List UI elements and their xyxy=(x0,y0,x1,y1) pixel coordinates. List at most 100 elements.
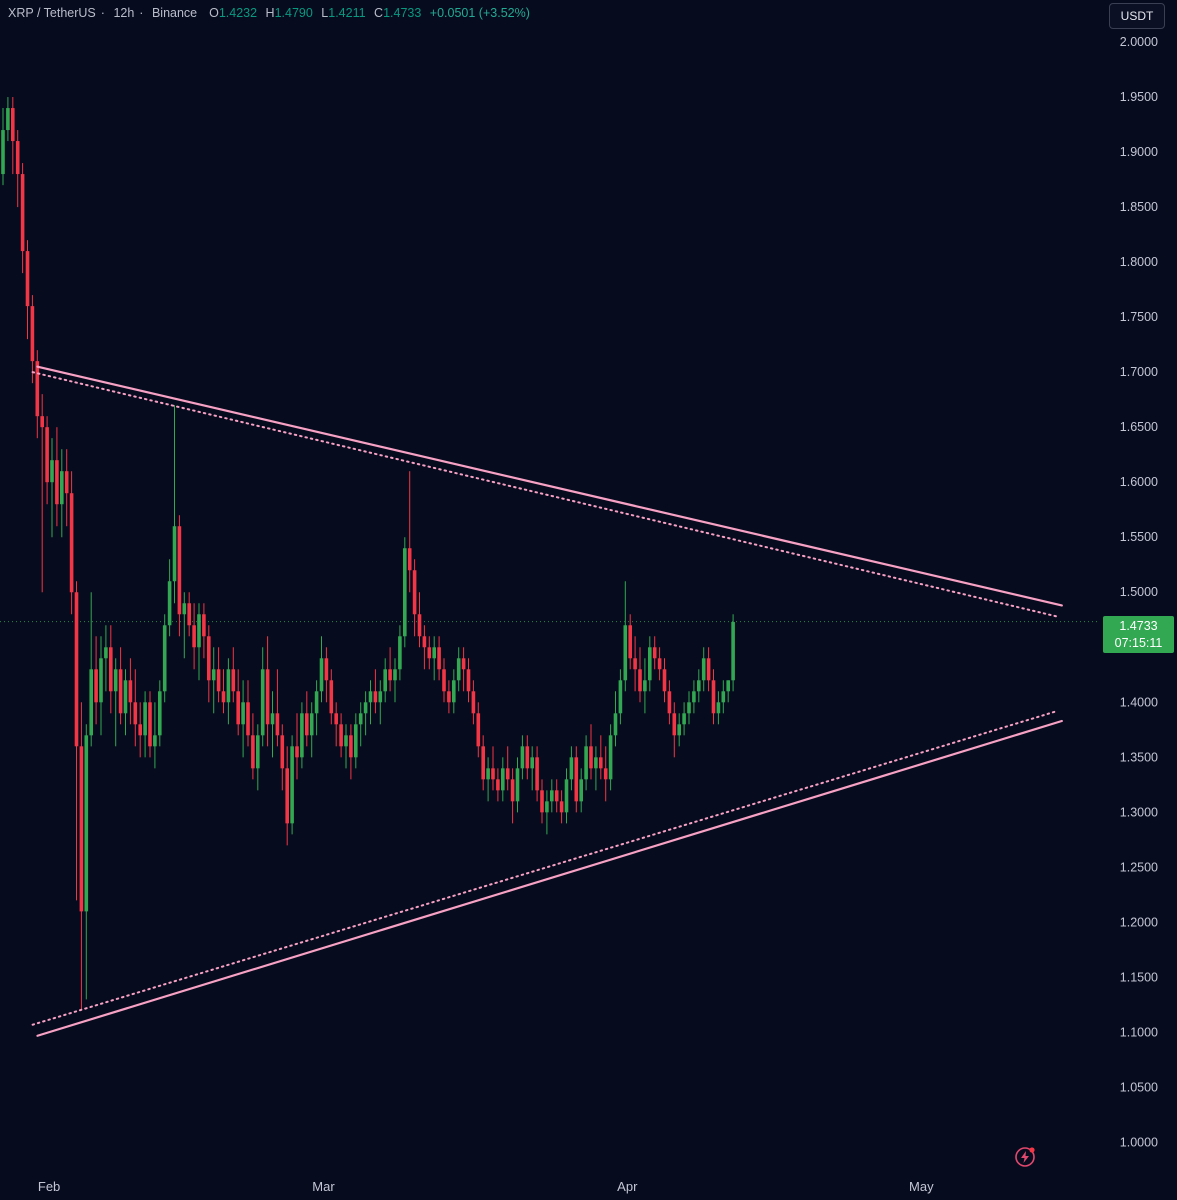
y-tick-label: 1.7500 xyxy=(1120,310,1158,324)
candle xyxy=(285,746,289,846)
candle xyxy=(319,636,324,703)
candle-body xyxy=(177,526,182,615)
y-tick-label: 1.6500 xyxy=(1120,420,1158,434)
candle-body xyxy=(594,757,598,769)
candle xyxy=(344,724,348,769)
x-tick-label: Apr xyxy=(617,1179,638,1194)
candle-body xyxy=(672,713,677,736)
candle-body xyxy=(143,702,147,736)
candle xyxy=(466,658,471,703)
candle-body xyxy=(706,658,711,681)
candle-body xyxy=(461,658,466,670)
candle xyxy=(197,603,201,681)
y-tick-label: 1.5000 xyxy=(1120,585,1158,599)
candle-body xyxy=(437,647,441,670)
candle-body xyxy=(393,669,397,681)
currency-button[interactable]: USDT xyxy=(1109,3,1165,29)
candle-body xyxy=(231,669,236,692)
candle xyxy=(162,614,167,703)
candle-body xyxy=(383,669,387,692)
candle-body xyxy=(603,768,608,780)
candle-body xyxy=(697,680,701,692)
candle-body xyxy=(138,724,142,736)
candle-body xyxy=(398,636,402,670)
candle xyxy=(554,779,559,813)
price-axis[interactable]: 2.0000 1.9500 1.9000 1.8500 1.8000 1.7500 1.70… xyxy=(1120,35,1158,1149)
candle-body xyxy=(300,713,304,758)
candle xyxy=(403,537,407,648)
candle-body xyxy=(172,526,177,582)
candle xyxy=(545,790,549,835)
candle-body xyxy=(50,460,54,483)
candle xyxy=(358,702,363,747)
candle xyxy=(251,713,255,780)
candle xyxy=(270,691,275,758)
candle-body xyxy=(285,768,289,824)
candle-body xyxy=(202,614,206,637)
candle-body xyxy=(207,636,211,681)
y-tick-label: 1.7000 xyxy=(1120,365,1158,379)
candle-body xyxy=(290,746,294,824)
candle-body xyxy=(692,691,696,703)
candle xyxy=(731,614,735,692)
candle xyxy=(182,592,187,659)
x-tick-label: Mar xyxy=(312,1179,335,1194)
candle-body xyxy=(20,174,25,252)
candle xyxy=(109,625,113,714)
lightning-bolt-icon[interactable] xyxy=(1014,1146,1036,1168)
candle xyxy=(613,691,618,747)
symbol-legend: XRP / TetherUS · 12h · Binance O1.4232 H1.… xyxy=(8,6,530,20)
candle xyxy=(697,669,701,703)
interval-label[interactable]: 12h xyxy=(113,6,135,20)
candle xyxy=(373,669,378,714)
candle xyxy=(515,757,520,813)
change-value: +0.0501 (+3.52%) xyxy=(429,6,530,20)
candle xyxy=(363,691,368,736)
candle-body xyxy=(373,691,378,703)
candle xyxy=(187,592,191,637)
candle xyxy=(69,471,74,615)
candle xyxy=(510,768,515,824)
candle-body xyxy=(731,621,735,681)
candle xyxy=(452,669,456,714)
candle xyxy=(643,658,647,714)
candle-body xyxy=(608,735,613,780)
time-axis[interactable]: Feb Mar Apr May xyxy=(38,1179,934,1194)
candle xyxy=(74,581,79,901)
candle xyxy=(300,702,304,769)
candle xyxy=(603,746,608,802)
candle-body xyxy=(476,713,481,747)
candle-body xyxy=(118,669,123,714)
candle-body xyxy=(515,768,520,802)
candle xyxy=(422,625,427,670)
candle-body xyxy=(584,746,588,780)
candle xyxy=(564,768,569,824)
candle-body xyxy=(69,493,74,593)
symbol-name[interactable]: XRP / TetherUS xyxy=(8,6,96,20)
candle-body xyxy=(540,790,544,813)
candle xyxy=(501,757,505,802)
candle xyxy=(505,746,510,791)
candle-body xyxy=(104,647,108,659)
candle xyxy=(236,669,240,736)
candle-body xyxy=(265,669,270,725)
candle xyxy=(309,702,314,758)
candle xyxy=(378,680,383,725)
candle xyxy=(45,416,49,505)
candle xyxy=(339,713,343,758)
candle-body xyxy=(226,669,231,703)
candle-body xyxy=(535,757,539,791)
candle-body xyxy=(442,669,446,692)
candle xyxy=(202,603,206,659)
candle-body xyxy=(363,702,368,714)
candle-body xyxy=(260,669,265,736)
candle xyxy=(211,647,216,714)
y-tick-label: 1.3000 xyxy=(1120,805,1158,819)
candle xyxy=(172,405,177,604)
candle xyxy=(55,427,59,527)
candle xyxy=(64,449,69,527)
candle xyxy=(682,702,686,736)
last-price-tag: 1.4733 07:15:11 xyxy=(1103,616,1174,653)
candle-body xyxy=(456,658,461,681)
